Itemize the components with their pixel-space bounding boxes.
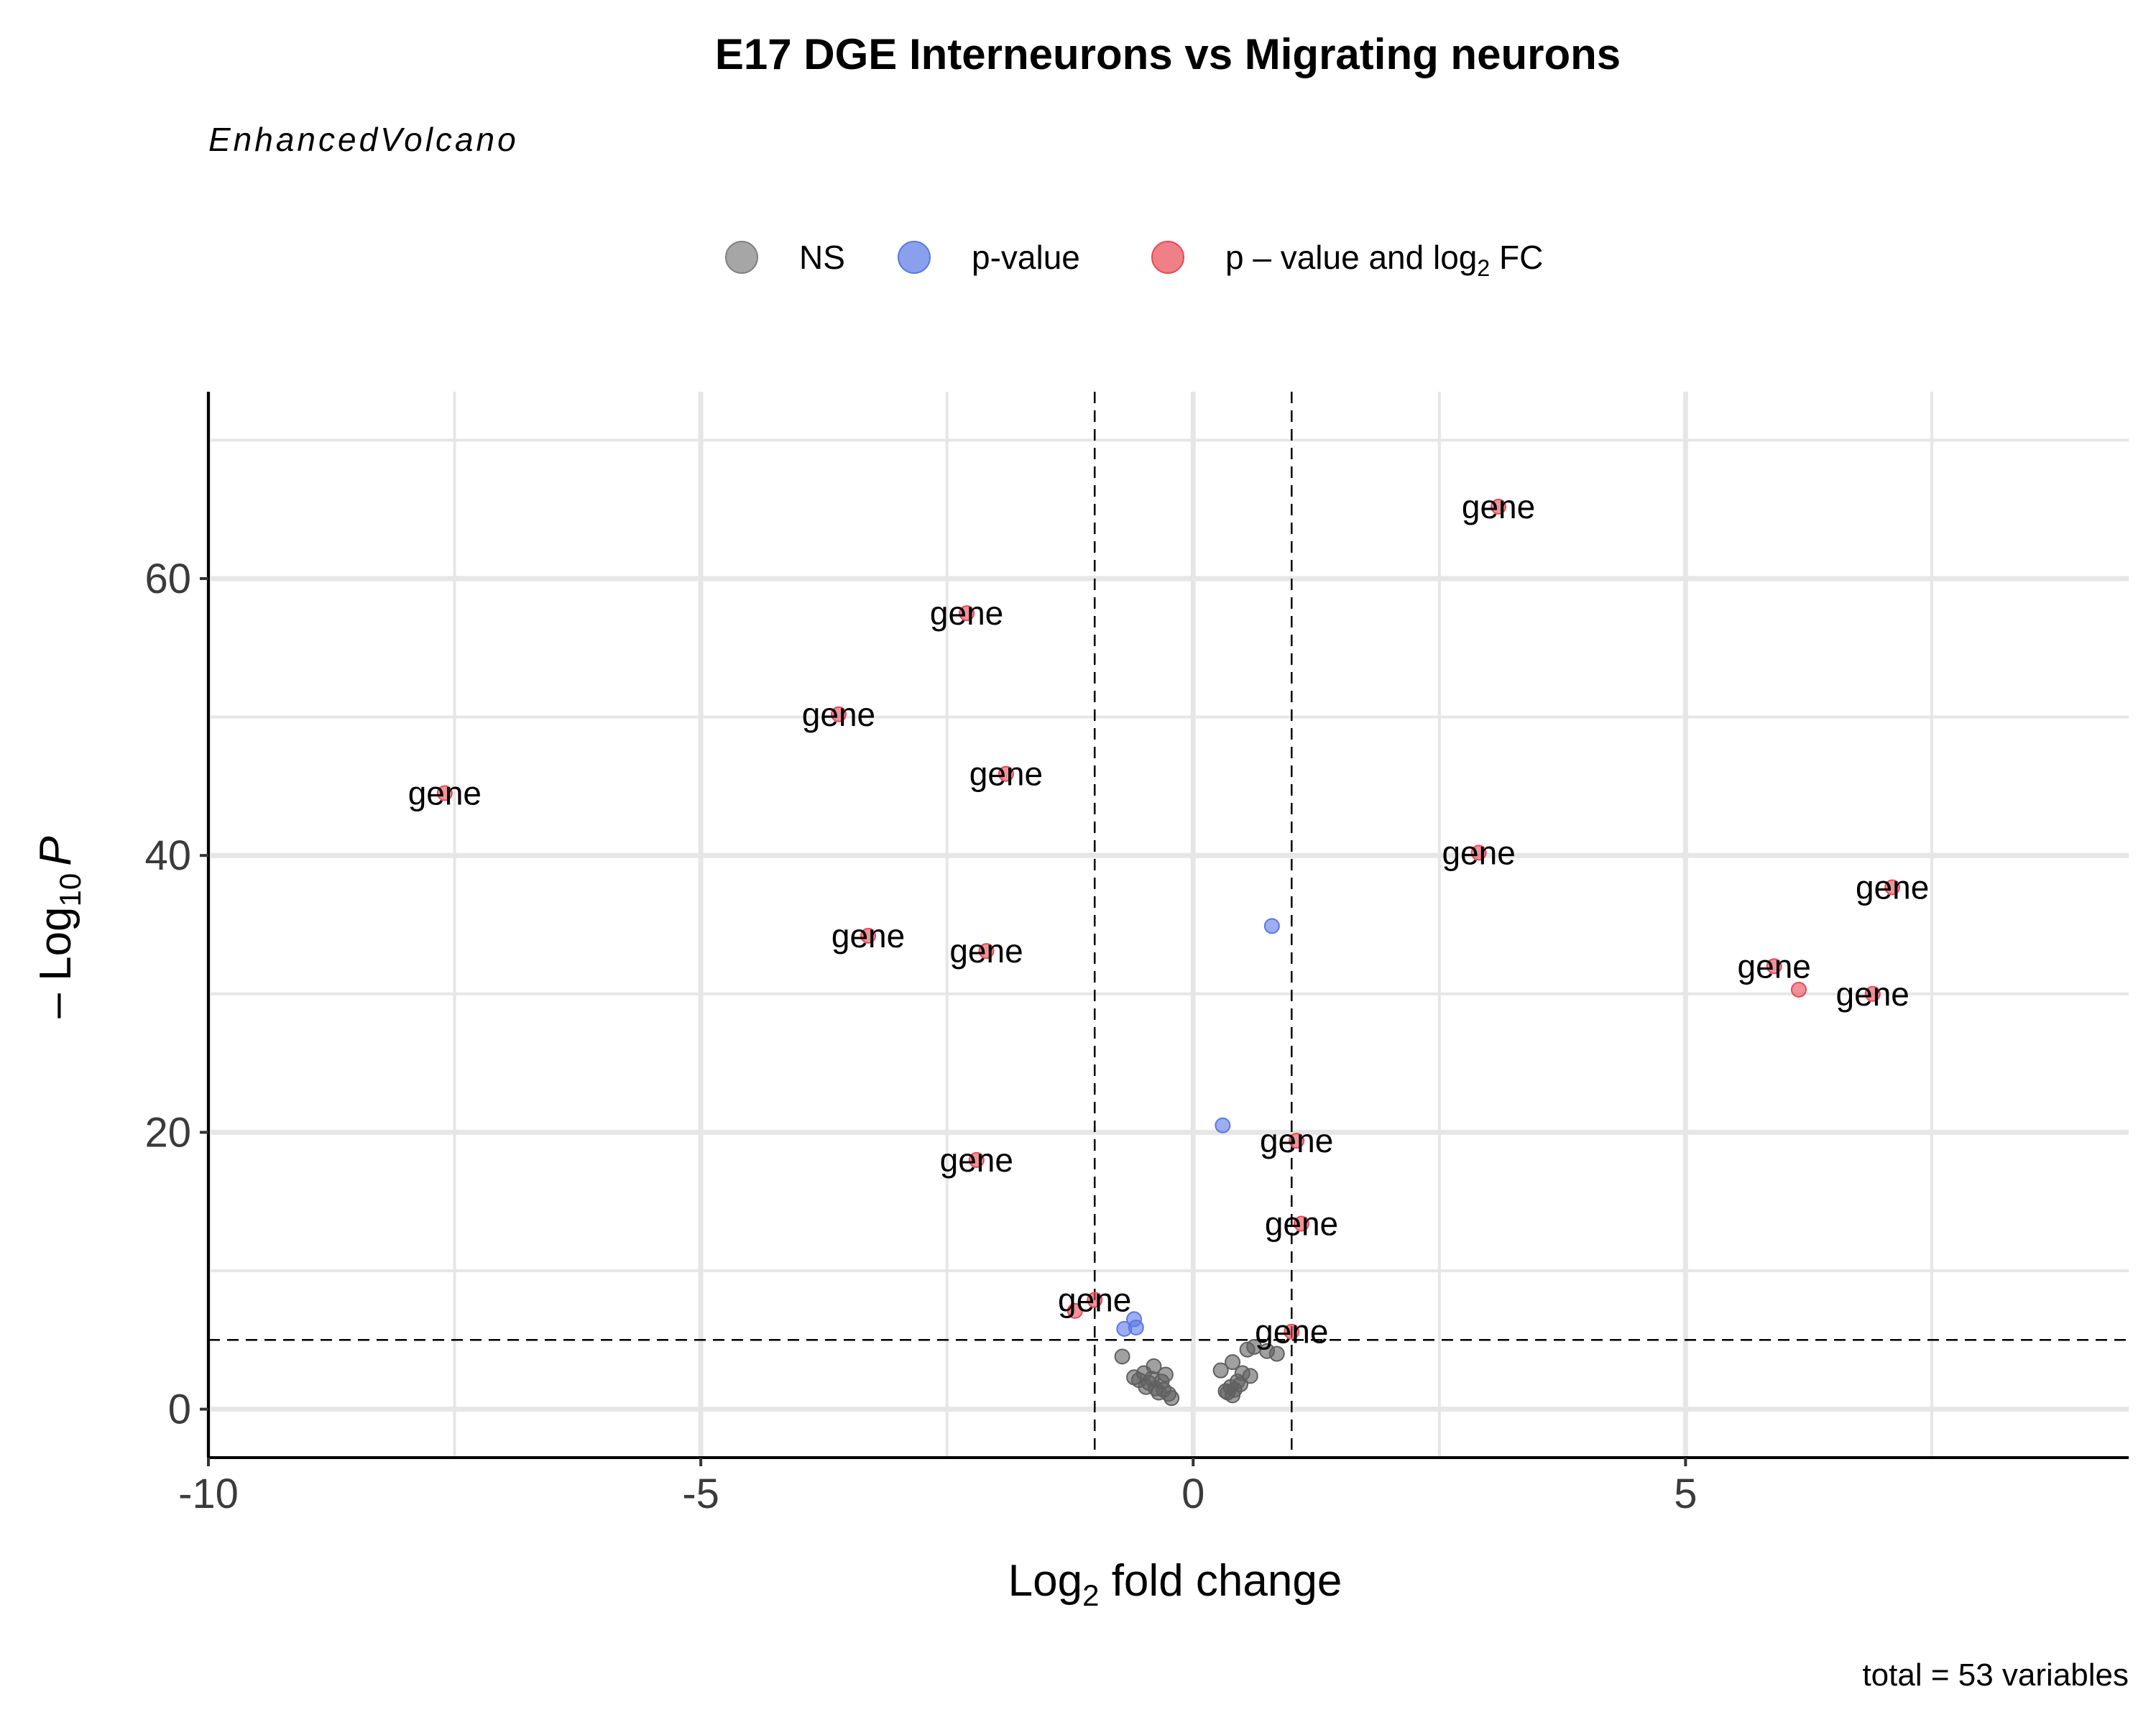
cutoff-lines — [208, 392, 2129, 1458]
data-point — [1242, 1368, 1258, 1384]
data-point — [1164, 1390, 1180, 1407]
data-point — [830, 706, 847, 722]
y-tick-label: 40 — [144, 832, 191, 879]
data-point — [1225, 1354, 1241, 1371]
data-point — [1470, 845, 1487, 861]
data-point — [1126, 1369, 1143, 1386]
chart-subtitle: EnhancedVolcano — [208, 121, 519, 158]
legend-swatch-p — [898, 241, 931, 274]
data-point — [1766, 958, 1782, 975]
data-point — [998, 765, 1014, 782]
x-tick-label: 5 — [1674, 1471, 1697, 1517]
data-point — [1138, 1379, 1154, 1395]
legend: NS p-value p – value and log2 FC — [725, 239, 1543, 281]
data-point — [1289, 1132, 1305, 1149]
gene-label: gene — [1058, 1281, 1131, 1318]
gene-label: gene — [802, 696, 875, 733]
y-tick-label: 0 — [168, 1386, 191, 1433]
data-point — [1146, 1358, 1162, 1374]
gene-label: gene — [1265, 1205, 1338, 1243]
data-point — [1114, 1348, 1130, 1365]
gene-label: gene — [930, 594, 1003, 632]
gene-label: gene — [1836, 975, 1909, 1013]
data-point — [1157, 1366, 1174, 1383]
data-point — [436, 785, 453, 801]
caption: total = 53 variables — [1862, 1657, 2129, 1693]
tick-labels: -10 -5 0 5 0 20 40 60 — [144, 556, 1697, 1517]
data-point — [1284, 1323, 1300, 1340]
gene-label: gene — [1442, 834, 1515, 871]
data-point — [959, 605, 975, 622]
gene-label: gene — [969, 755, 1043, 793]
data-point — [1864, 985, 1881, 1002]
grid — [206, 392, 2129, 1458]
y-tick-label: 60 — [144, 556, 191, 602]
data-point — [1116, 1320, 1133, 1337]
data-point — [968, 1151, 985, 1168]
gene-label: gene — [940, 1141, 1013, 1179]
x-axis-title: Log2 fold change — [1008, 1556, 1342, 1612]
y-axis-title: – Log10P — [31, 836, 87, 1018]
data-point — [1212, 1362, 1229, 1379]
gene-label: gene — [408, 775, 482, 812]
legend-swatch-pfc — [1151, 241, 1184, 274]
data-point — [1790, 982, 1807, 998]
legend-swatch-ns — [725, 241, 758, 274]
data-point — [860, 927, 877, 944]
data-point — [1268, 1346, 1285, 1362]
data-point — [1217, 1383, 1234, 1399]
x-tick-label: 0 — [1181, 1471, 1204, 1517]
gene-label: gene — [1738, 947, 1811, 985]
gene-label: gene — [831, 917, 905, 954]
gene-labels: gene gene gene gene gene gene gene gene gene gene… — [408, 488, 1930, 1351]
gene-label: gene — [949, 932, 1023, 970]
data-points — [436, 498, 1901, 1407]
data-point — [1293, 1215, 1309, 1232]
chart-title: E17 DGE Interneurons vs Migrating neuron… — [715, 30, 1621, 78]
gene-label: gene — [1856, 868, 1929, 906]
y-tick-label: 20 — [144, 1109, 191, 1156]
x-tick-label: -5 — [682, 1471, 719, 1517]
gene-label: gene — [1260, 1122, 1333, 1159]
data-point — [1067, 1302, 1083, 1319]
gene-label: gene — [1462, 488, 1535, 525]
gene-label: gene — [1255, 1313, 1328, 1351]
x-tick-label: -10 — [178, 1471, 239, 1517]
legend-label-ns: NS — [799, 239, 845, 276]
legend-label-pfc: p – value and log2 FC — [1225, 239, 1543, 281]
data-point — [1884, 879, 1901, 896]
axes — [207, 392, 2129, 1459]
data-point — [1491, 498, 1507, 515]
data-point — [1087, 1292, 1103, 1308]
legend-label-p: p-value — [972, 239, 1080, 276]
data-point — [978, 943, 995, 960]
data-point — [1215, 1117, 1231, 1133]
data-point — [1263, 918, 1280, 934]
